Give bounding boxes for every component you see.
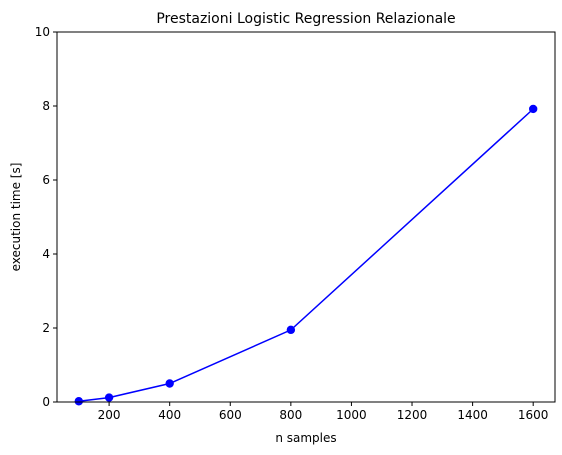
data-point — [286, 325, 296, 335]
data-point — [74, 397, 84, 406]
x-axis-label: n samples — [275, 431, 336, 445]
x-tick-label: 600 — [219, 408, 242, 422]
y-tick-label: 10 — [35, 25, 50, 39]
y-tick-label: 8 — [42, 99, 50, 113]
plot-frame — [56, 31, 556, 403]
x-tick-label: 800 — [279, 408, 302, 422]
y-axis-label: execution time [s] — [9, 163, 23, 272]
chart-title: Prestazioni Logistic Regression Relazion… — [156, 11, 455, 27]
data-point — [104, 393, 114, 402]
x-tick-label: 1600 — [518, 408, 549, 422]
plot-area — [74, 104, 538, 406]
x-tick-label: 1200 — [397, 408, 428, 422]
y-tick-label: 4 — [42, 247, 50, 261]
axis-ticks: 200 400 600 800 1000 1200 1400 1600 0 2 4 6 8 10 — [35, 25, 549, 422]
data-point — [165, 379, 174, 388]
series-line — [78, 108, 534, 403]
x-tick-label: 1000 — [336, 408, 367, 422]
x-tick-label: 1400 — [457, 408, 488, 422]
x-tick-label: 400 — [158, 408, 181, 422]
y-tick-label: 6 — [42, 173, 50, 187]
y-tick-label: 0 — [42, 395, 50, 409]
x-tick-label: 200 — [98, 408, 121, 422]
data-point — [528, 104, 538, 114]
y-tick-label: 2 — [42, 321, 50, 335]
